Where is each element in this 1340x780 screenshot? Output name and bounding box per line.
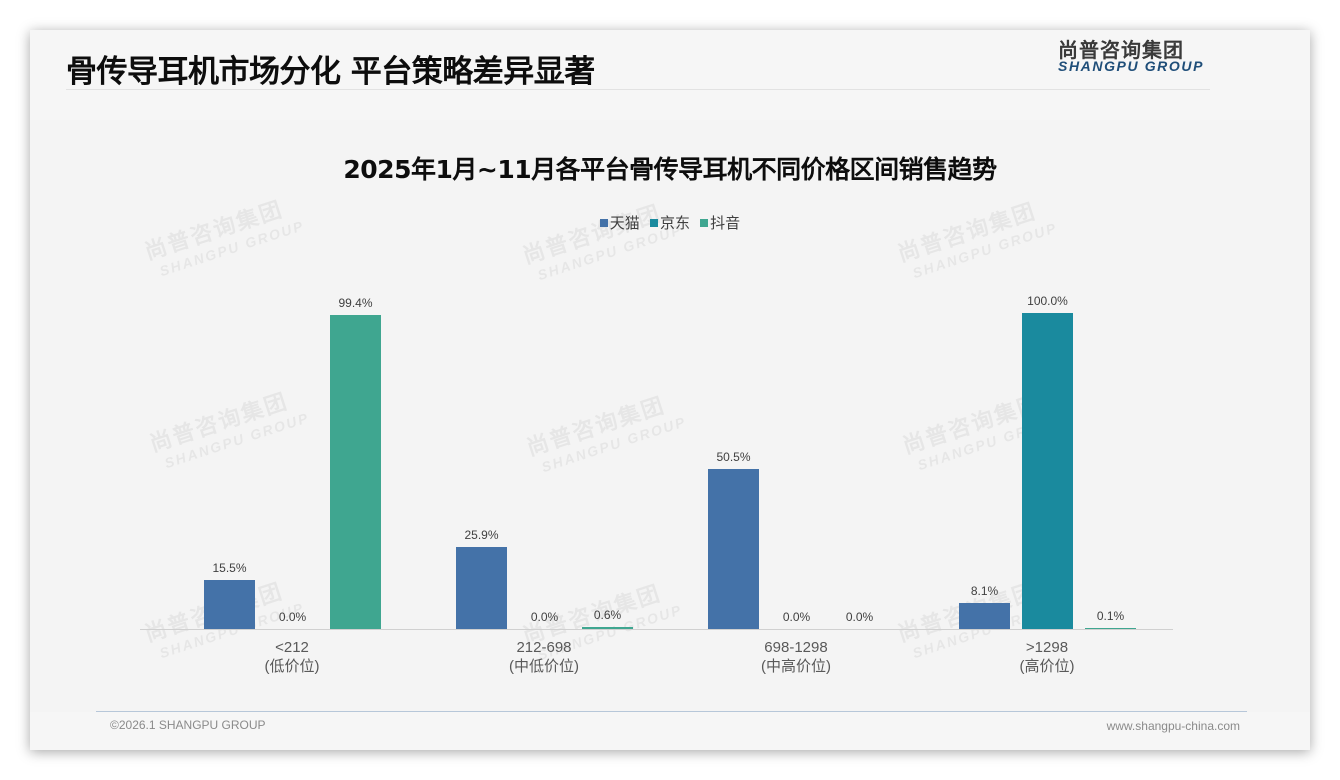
legend-item-jd: 京东 [649,212,690,233]
x-axis-category-label: 212-698 (中低价位) [464,638,624,676]
chart-title: 2025年1月~11月各平台骨传导耳机不同价格区间销售趋势 [343,155,997,184]
bar-tmall [708,469,759,629]
footer-copyright: ©2026.1 SHANGPU GROUP [110,718,266,732]
data-label: 99.4% [338,295,373,310]
footer-website: www.shangpu-china.com [1106,719,1240,733]
data-label: 0.0% [782,610,811,624]
data-label: 0.6% [593,608,622,623]
bar-tmall [959,603,1010,629]
x-axis-category-label: 698-1298 (中高价位) [716,638,876,676]
category-range: >1298 [1025,639,1069,656]
category-range: 698-1298 [764,639,828,656]
x-axis-category-label: >1298 (高价位) [967,638,1127,676]
category-tier: (中低价位) [509,658,579,675]
footer-divider [96,711,1247,712]
legend-swatch-icon [700,218,709,227]
data-label: 0.0% [530,610,559,624]
data-label: 8.1% [970,584,999,599]
slide [30,30,1310,750]
category-range: <212 [275,639,309,656]
bar-tmall [204,580,255,629]
data-label: 15.5% [212,561,247,576]
bar-jd [1022,313,1073,629]
category-tier: (高价位) [1019,658,1075,675]
page-title: 骨传导耳机市场分化 平台策略差异显著 [66,54,595,90]
chart-legend: 天猫 京东 抖音 [0,212,1340,233]
x-axis-line [140,629,1173,630]
data-label: 50.5% [716,450,751,465]
footer-band [30,712,1310,750]
bar-douyin [1085,627,1136,629]
bar-douyin [330,314,381,629]
title-divider [66,89,1210,90]
legend-swatch-icon [649,218,658,227]
legend-item-tmall: 天猫 [599,212,640,233]
category-tier: (低价位) [264,658,320,675]
company-logo-en: SHANGPU GROUP [1058,58,1205,74]
category-range: 212-698 [516,639,572,656]
category-tier: (中高价位) [761,658,831,675]
legend-swatch-icon [599,218,608,227]
bar-douyin [582,627,633,629]
data-label: 0.0% [278,610,307,624]
company-logo-cn: 尚普咨询集团 [1058,38,1184,62]
data-label: 0.0% [845,610,874,624]
data-label: 100.0% [1027,294,1068,308]
header-band [30,30,1310,120]
legend-item-douyin: 抖音 [700,212,740,233]
x-axis-category-label: <212 (低价位) [212,638,372,676]
data-label: 0.1% [1096,608,1125,623]
bar-tmall [456,547,507,629]
data-label: 25.9% [464,528,499,543]
